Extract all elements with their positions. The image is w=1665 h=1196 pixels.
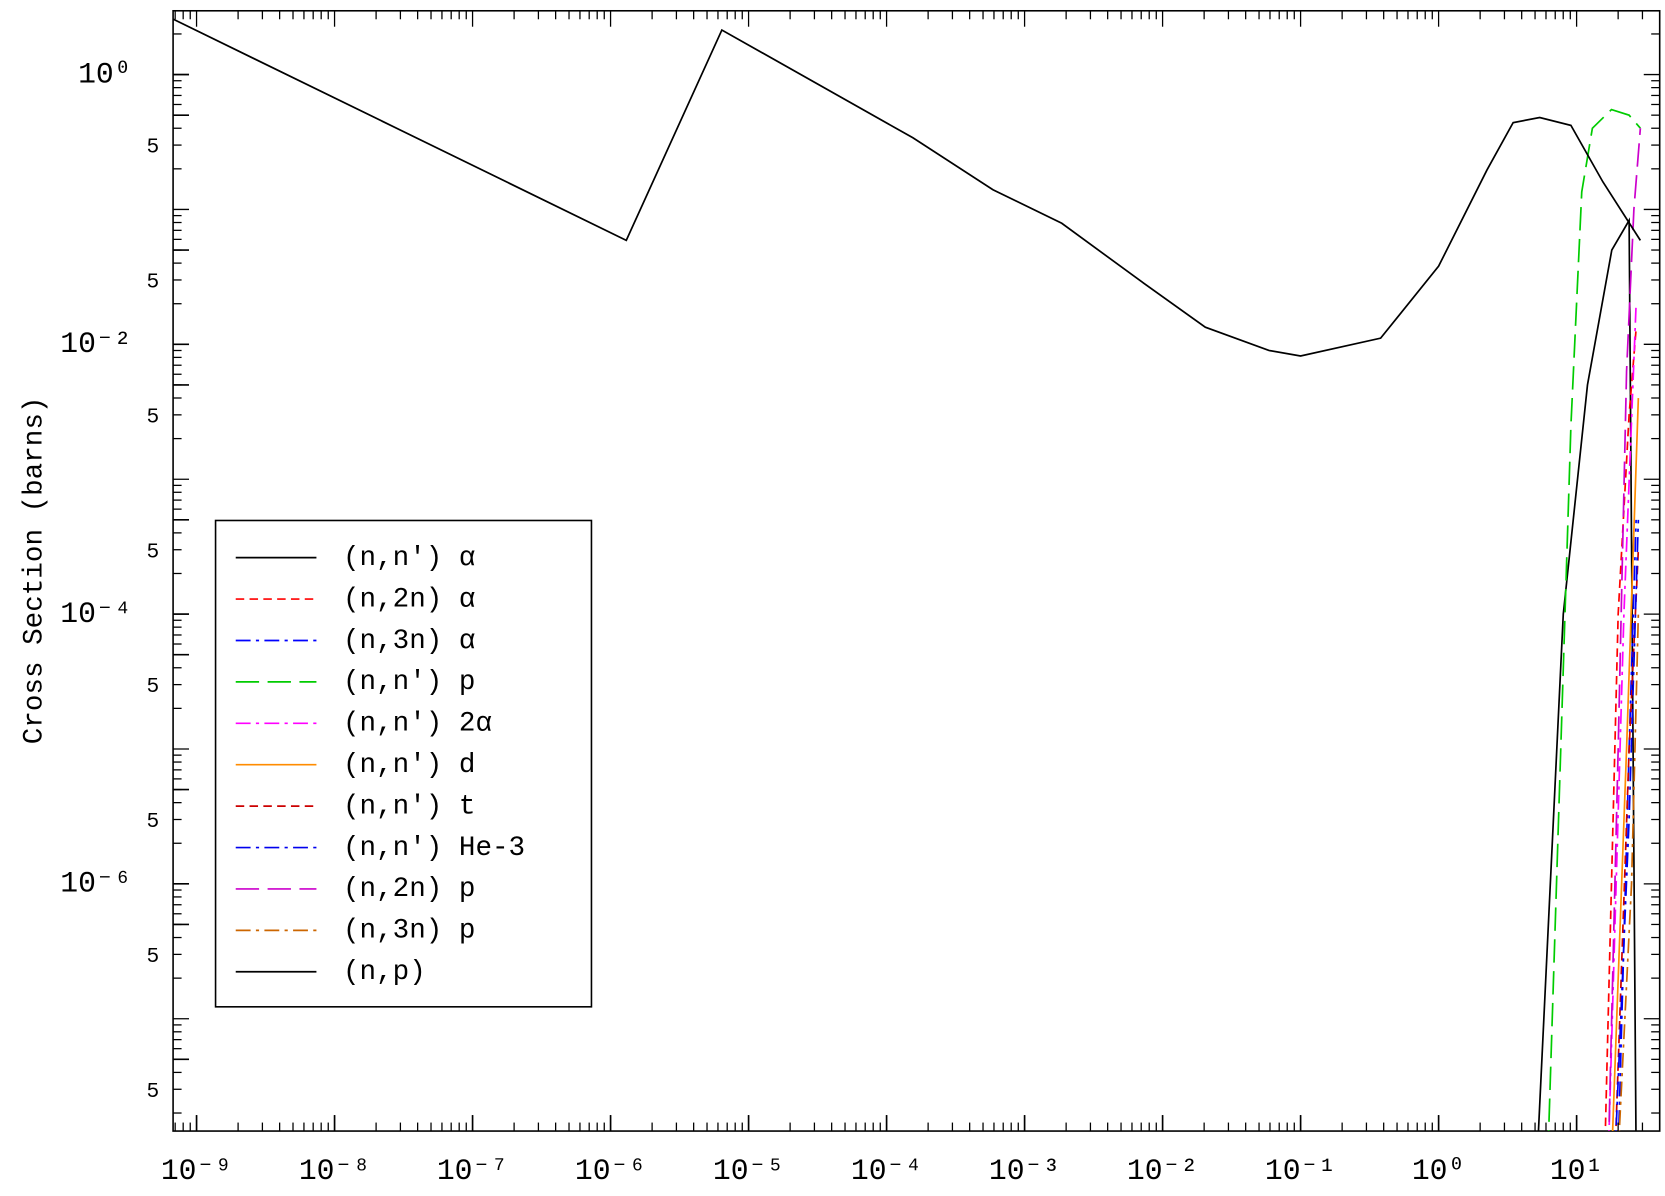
y-tick-label: 10⁻² (60, 327, 131, 361)
series-line (1537, 217, 1637, 1132)
plot-frame (172, 9, 1661, 1132)
legend-box (214, 519, 593, 1008)
series-line (1611, 398, 1640, 1132)
plot-lines (173, 18, 1642, 1132)
x-tick-label: 10⁻¹ (1265, 1154, 1336, 1188)
series-line (1608, 128, 1642, 1132)
x-tick-label: 10⁻⁶ (575, 1154, 646, 1188)
legend-label: (n,n') t (343, 791, 475, 822)
x-tick-label: 10⁻⁷ (437, 1154, 508, 1188)
series-line (1547, 108, 1642, 1132)
y-tick-label: 5 (147, 136, 160, 160)
legend-label: (n,n') 2α (343, 709, 492, 740)
x-tick-label: 10⁰ (1412, 1154, 1466, 1188)
x-tick-label: 10⁻³ (989, 1154, 1060, 1188)
legend-label: (n,2n) α (343, 584, 475, 615)
legend-label: (n,n') He-3 (343, 833, 525, 864)
y-tick-label: 10⁰ (78, 57, 132, 91)
y-tick-label: 5 (147, 945, 160, 969)
y-tick-label: 10⁻⁶ (60, 867, 131, 901)
y-tick-label: 5 (147, 405, 160, 429)
y-axis-label: Cross Section (barns) (19, 397, 50, 745)
legend-label: (n,3n) p (343, 916, 475, 947)
legend-label: (n,2n) p (343, 874, 475, 905)
series-line (1618, 614, 1640, 1132)
x-tick-label: 10¹ (1550, 1154, 1604, 1188)
legend-label: (n,3n) α (343, 626, 475, 657)
legend-label: (n,n') p (343, 667, 475, 698)
y-tick-label: 5 (147, 1080, 160, 1104)
x-tick-label: 10⁻⁹ (161, 1154, 232, 1188)
x-tick-label: 10⁻⁴ (851, 1154, 922, 1188)
y-tick-label: 5 (147, 271, 160, 295)
y-tick-label: 5 (147, 540, 160, 564)
x-tick-label: 10⁻⁵ (713, 1154, 784, 1188)
y-tick-label: 10⁻⁴ (60, 597, 131, 631)
x-tick-label: 10⁻⁸ (299, 1154, 370, 1188)
series-line (1615, 549, 1640, 1132)
x-tick-label: 10⁻² (1127, 1154, 1198, 1188)
series-line (173, 18, 1642, 357)
legend-label: (n,n') α (343, 543, 475, 574)
y-tick-label: 5 (147, 810, 160, 834)
y-tick-label: 5 (147, 675, 160, 699)
legend-label: (n,p) (343, 957, 426, 988)
legend-label: (n,n') d (343, 750, 475, 781)
